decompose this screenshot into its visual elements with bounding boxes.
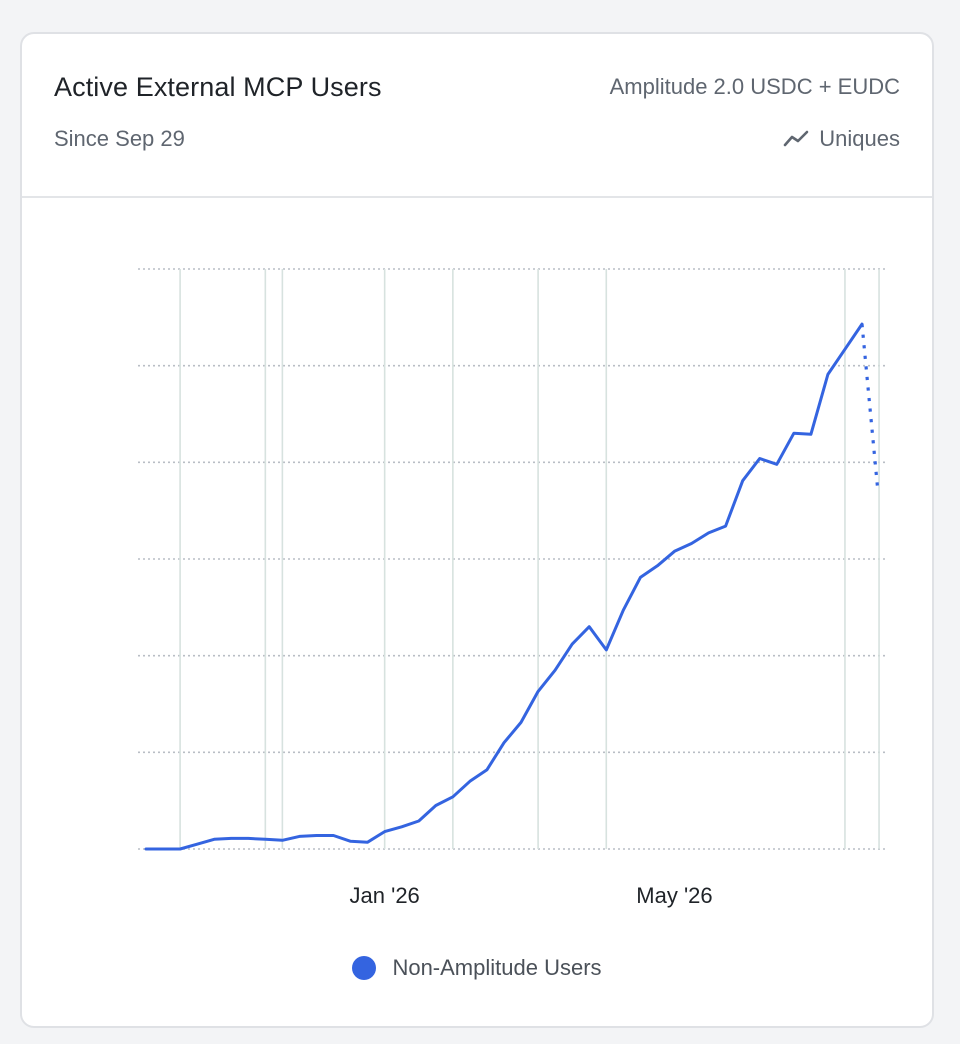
legend-label[interactable]: Non-Amplitude Users: [392, 955, 602, 980]
legend-marker: [352, 956, 377, 980]
x-tick-label: Jan '26: [350, 883, 420, 908]
date-range-label: Since Sep 29: [54, 126, 185, 151]
chart-card: Active External MCP Users Since Sep 29 A…: [20, 32, 934, 1028]
grid: [138, 268, 886, 850]
card-header: Active External MCP Users Since Sep 29 A…: [22, 34, 932, 198]
line-chart-icon: [783, 130, 809, 147]
series-line-non-amplitude-users: [144, 322, 864, 851]
series-group: [144, 322, 880, 851]
project-name: Amplitude 2.0 USDC + EUDC: [609, 74, 900, 99]
legend: Non-Amplitude Users: [22, 955, 932, 981]
x-tick-label: May '26: [636, 883, 712, 908]
x-axis-ticks: Jan '26 May '26: [350, 883, 713, 908]
chart-title[interactable]: Active External MCP Users: [54, 72, 382, 102]
metric-selector[interactable]: Uniques: [783, 126, 900, 152]
incomplete-period-line: [860, 323, 880, 493]
metric-label: Uniques: [819, 126, 900, 151]
line-chart: Jan '26 May '26: [138, 268, 886, 908]
